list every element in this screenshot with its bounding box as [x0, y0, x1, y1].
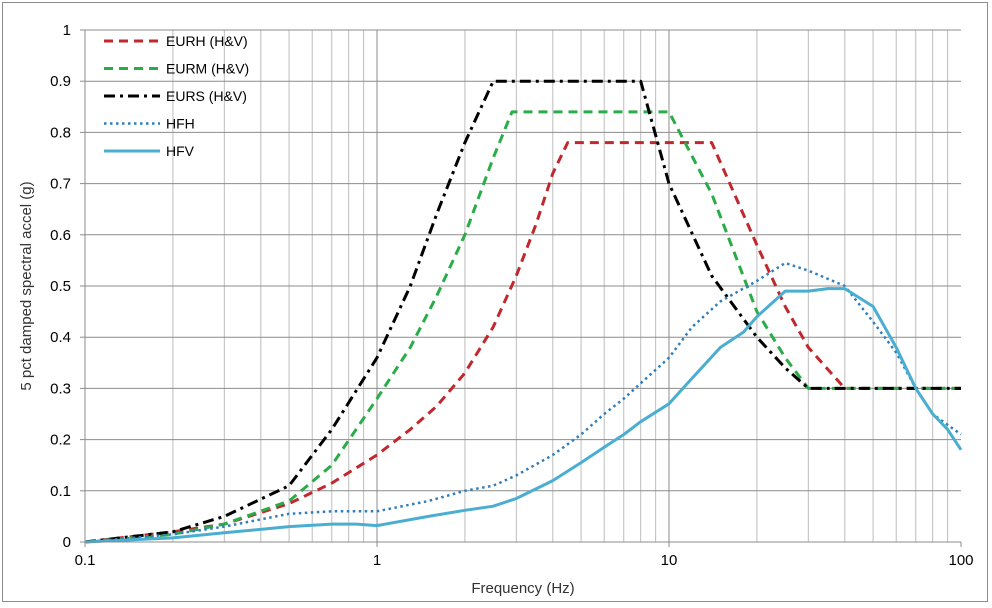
- legend-label: EURM (H&V): [166, 61, 249, 77]
- legend: EURH (H&V) EURM (H&V) EURS (H&V) HFH HFV: [104, 33, 249, 159]
- y-tick-label: 0.8: [50, 124, 71, 141]
- grid: [85, 29, 961, 542]
- y-tick-label: 0: [63, 534, 71, 551]
- x-tick-label: 100: [948, 552, 973, 569]
- legend-label: HFV: [166, 143, 195, 159]
- y-tick-label: 0.1: [50, 483, 71, 500]
- x-tick-label: 0.1: [75, 552, 96, 569]
- series-line-hfv: [84, 287, 963, 544]
- x-tick-label: 1: [373, 552, 381, 569]
- legend-label: EURS (H&V): [166, 88, 247, 104]
- y-tick-label: 0.6: [50, 227, 71, 244]
- x-axis-title: Frequency (Hz): [471, 580, 574, 597]
- series-lines: [84, 79, 963, 544]
- x-tick-label: 10: [661, 552, 678, 569]
- y-tick-label: 0.9: [50, 73, 71, 90]
- y-tick-label: 0.5: [50, 278, 71, 295]
- y-tick-label: 1: [63, 22, 71, 39]
- series-line-eurm-h-v: [84, 110, 961, 544]
- axes: 00.10.20.30.40.50.60.70.80.910.1 1 10 100: [50, 22, 973, 569]
- y-tick-label: 0.4: [50, 329, 71, 346]
- y-tick-label: 0.7: [50, 176, 71, 193]
- legend-label: HFH: [166, 116, 195, 132]
- y-tick-label: 0.2: [50, 432, 71, 449]
- series-line-hfh: [84, 261, 962, 544]
- series-line-eurh-h-v: [84, 141, 961, 544]
- y-tick-label: 0.3: [50, 380, 71, 397]
- series-line-eurs-h-v: [84, 79, 961, 544]
- legend-label: EURH (H&V): [166, 33, 248, 49]
- line-chart: 00.10.20.30.40.50.60.70.80.910.1 1 10 100 E…: [18, 22, 974, 597]
- y-axis-title: 5 pct damped spectral accel (g): [18, 181, 35, 390]
